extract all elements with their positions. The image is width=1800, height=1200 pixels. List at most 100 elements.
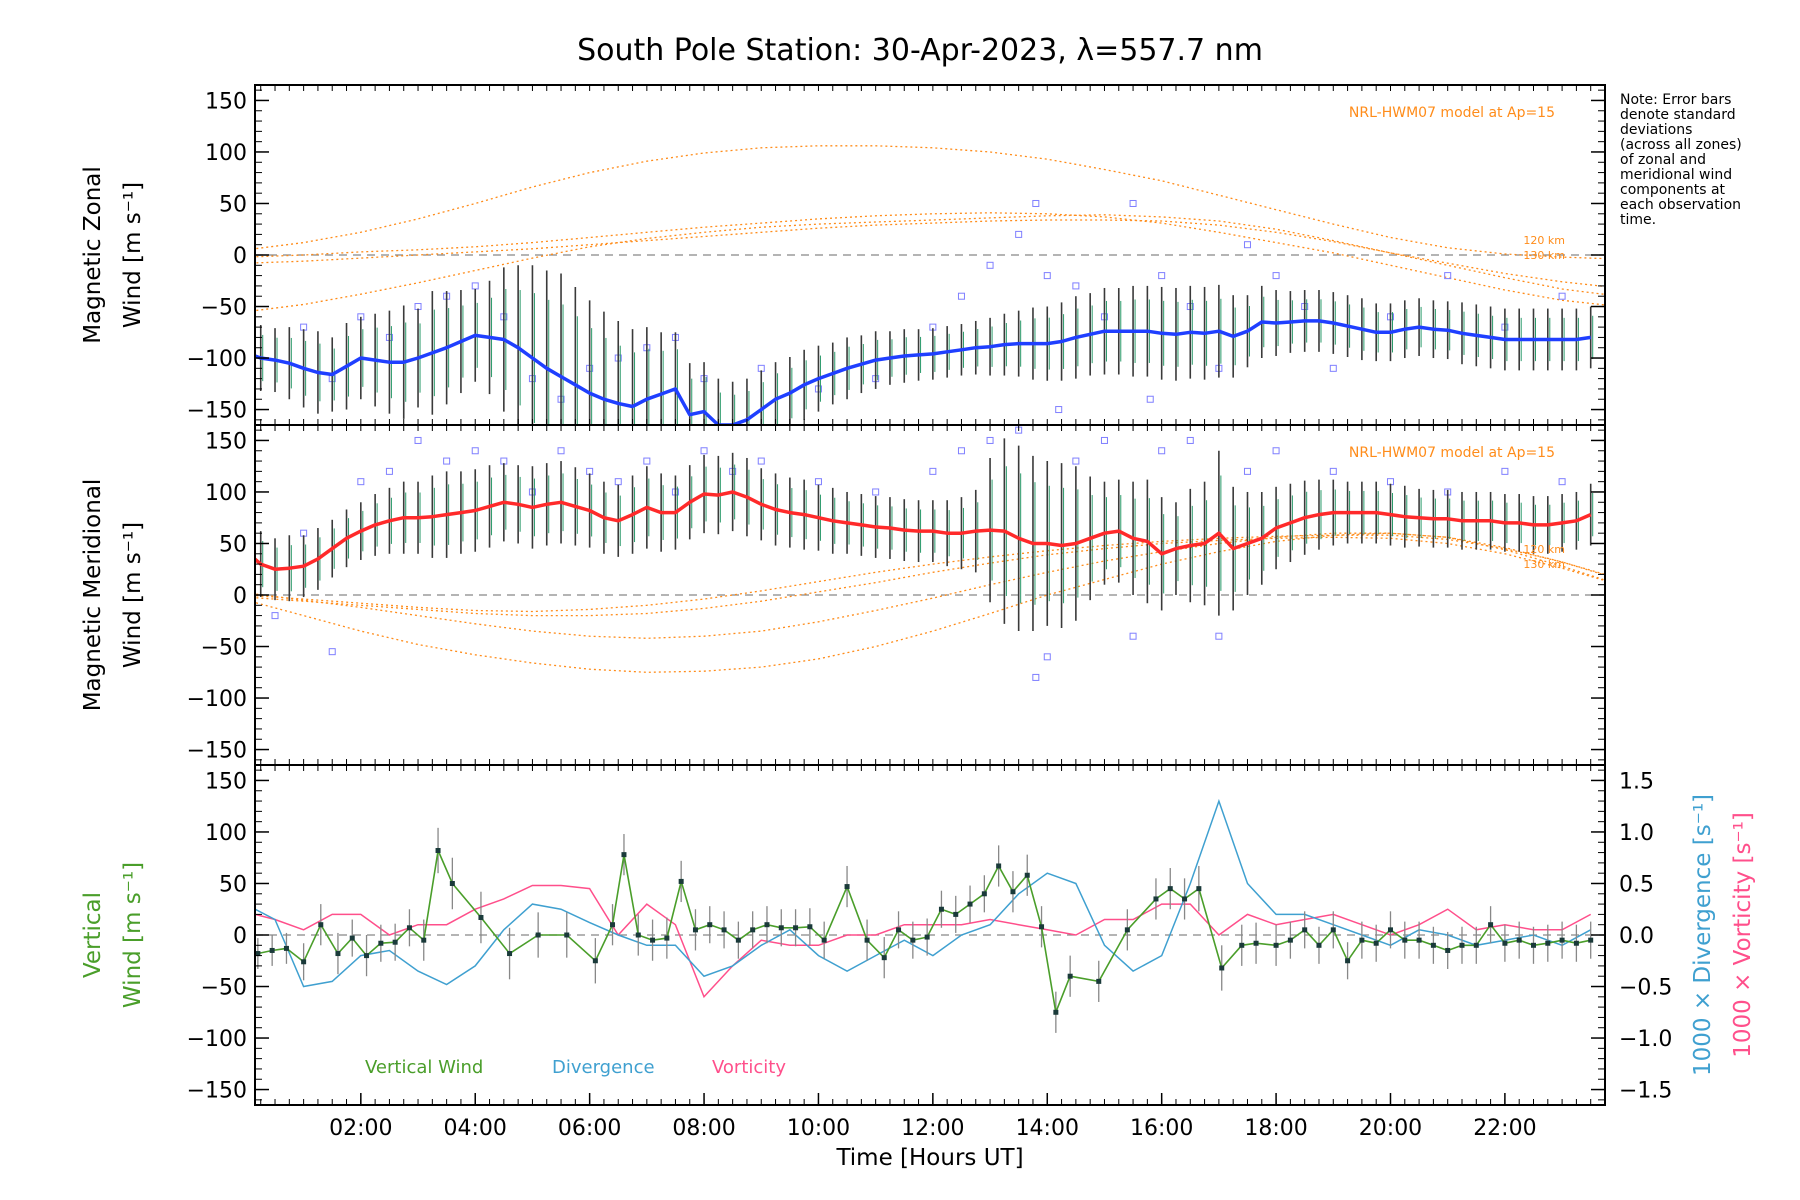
scatter-point [814,478,822,486]
vertical-wind-point [821,937,827,943]
vertical-wind-point [1473,942,1479,948]
vertical-wind-panel: Vertical Wind Divergence Vorticity 1.5 1.0 0.… [80,764,1756,1171]
y-tick-label: −100 [187,687,247,712]
note-line: denote standard [1620,107,1736,123]
scatter-point [357,478,365,486]
y2-tick-label: 0.5 [1619,872,1654,897]
vertical-wind-point [435,848,441,854]
scatter-point [957,292,965,300]
scatter-point [1272,447,1280,455]
scatter-point [385,467,393,475]
scatter-point [1043,272,1051,280]
vertical-wind-point [1330,927,1336,933]
note-line: Note: Error bars [1620,92,1731,108]
model-curve-model-c [255,534,1605,613]
y2-axis-label-divergence: 1000 × Divergence [s⁻¹] [1690,794,1716,1076]
scatter-point [1055,406,1063,414]
y-tick-label: −50 [201,636,247,661]
vertical-wind-point [255,951,261,957]
scatter-point [1501,467,1509,475]
y-axis-label-line1: Vertical [80,892,106,978]
scatter-point [1186,436,1194,444]
y-tick-label: −50 [201,976,247,1001]
scatter-point [328,648,336,656]
note-line: components at [1620,182,1726,198]
y-tick-label: 0 [233,584,247,609]
scatter-point [414,436,422,444]
data-layer [255,145,1605,425]
km-label-130: 130 km [1523,558,1565,571]
scatter-point [1243,467,1251,475]
vertical-wind-point [1067,973,1073,979]
vertical-wind-point [864,937,870,943]
vertical-wind-point [283,945,289,951]
vertical-wind-point [1024,872,1030,878]
vertical-wind-point [735,937,741,943]
scatter-point [643,457,651,465]
panel-frame [254,764,1606,1106]
vertical-wind-point [664,935,670,941]
y-tick-label: 50 [219,872,247,897]
scatter-point [1129,199,1137,207]
vertical-wind-point [924,934,930,940]
scatter-point [1072,282,1080,290]
vertical-wind-point [621,852,627,858]
scatter-point [872,488,880,496]
scatter-point [957,447,965,455]
vertical-wind-point [269,947,275,953]
scatter-point [271,612,279,620]
x-tick-label: 22:00 [1473,1116,1536,1141]
vertical-wind-point [507,951,513,957]
vertical-wind-point [1559,937,1565,943]
vertical-wind-point [349,935,355,941]
vertical-wind-point [1182,896,1188,902]
vertical-wind-point [1345,958,1351,964]
x-tick-label: 10:00 [787,1116,850,1141]
x-tick-label: 12:00 [901,1116,964,1141]
model-label: NRL-HWM07 model at Ap=15 [1349,105,1555,121]
vertical-wind-point [318,922,324,928]
scatter-point [1243,241,1251,249]
vertical-wind-point [793,925,799,931]
y-tick-label: 0 [233,244,247,269]
scatter-point [1146,395,1154,403]
x-tick-label: 06:00 [558,1116,621,1141]
vertical-wind-point [1039,924,1045,930]
vertical-wind-point [635,932,641,938]
y-tick-label: 50 [219,532,247,557]
vertical-wind-point [650,937,656,943]
scatter-point [1015,230,1023,238]
y2-tick-label: 1.0 [1619,821,1654,846]
vertical-wind-point [896,927,902,933]
scatter-point [471,447,479,455]
scatter-point [700,447,708,455]
y2-tick-label: 1.5 [1619,769,1654,794]
scatter-point [986,261,994,269]
km-label-120: 120 km [1523,543,1565,556]
model-curve-model-d [255,219,1605,288]
vertical-wind-point [610,922,616,928]
vertical-wind-point [1359,937,1365,943]
y-tick-label: 100 [205,821,247,846]
vertical-wind-point [449,880,455,886]
scatter-point [1329,364,1337,372]
y-tick-label: 150 [205,429,247,454]
meridional-wind-line [255,490,1592,571]
vertical-wind-point [1502,940,1508,946]
vertical-wind-point [910,937,916,943]
vertical-wind-point [1010,889,1016,895]
y-tick-label: 0 [233,924,247,949]
vertical-wind-point [301,959,307,965]
vertical-wind-point [1530,942,1536,948]
vertical-wind-point [1387,927,1393,933]
vertical-wind-point [378,940,384,946]
x-tick-label: 04:00 [444,1116,507,1141]
vertical-wind-point [967,901,973,907]
x-tick-label: 14:00 [1016,1116,1079,1141]
vertical-wind-point [1516,937,1522,943]
vertical-wind-point [1416,937,1422,943]
vertical-wind-point [1273,942,1279,948]
y-tick-label: −150 [187,399,247,424]
vertical-wind-point [938,906,944,912]
divergence-line [255,798,1592,988]
